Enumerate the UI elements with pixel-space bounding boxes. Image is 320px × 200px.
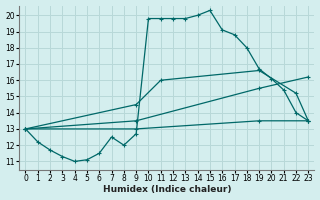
X-axis label: Humidex (Indice chaleur): Humidex (Indice chaleur) — [103, 185, 231, 194]
